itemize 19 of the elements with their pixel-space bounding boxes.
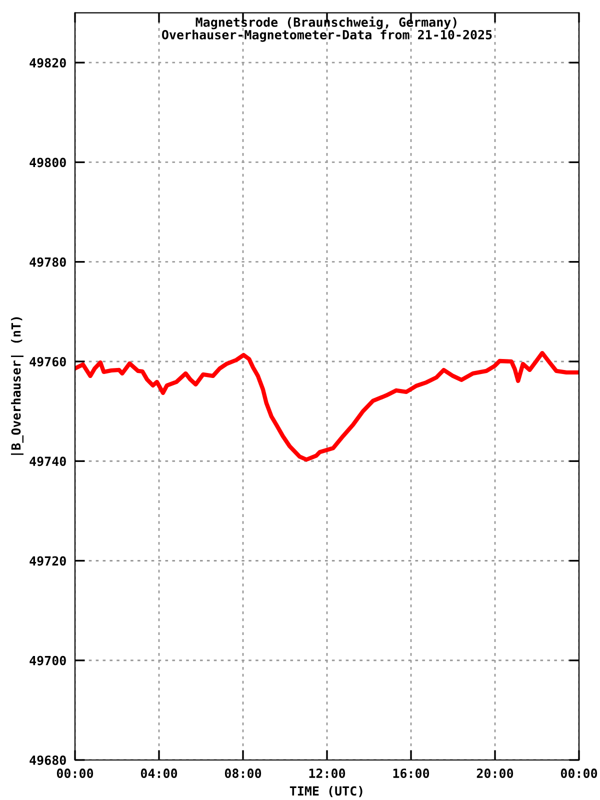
y-tick-label: 49800: [30, 158, 66, 168]
x-tick-label: 12:00: [309, 768, 346, 778]
y-tick-label: 49780: [30, 257, 66, 267]
text: Overhauser-Magnetometer-Data from 21-10-2025: [162, 30, 492, 42]
y-axis-title: |B_Overhauser| (nT): [10, 317, 24, 455]
y-tick-label: 49760: [30, 356, 66, 366]
x-tick-label: 00:00: [560, 768, 598, 778]
y-tick-label: 49820: [30, 58, 66, 68]
x-tick-label: 00:00: [56, 768, 94, 778]
chart-title: Magnetsrode (Braunschweig, Germany): [196, 16, 456, 30]
y-tick-label: 49720: [30, 556, 66, 566]
y-tick-label: 49680: [30, 755, 66, 765]
x-tick-label: 16:00: [393, 768, 430, 778]
x-tick-label: 08:00: [224, 768, 262, 778]
x-axis-title: TIME (UTC): [290, 786, 362, 798]
x-tick-label: 04:00: [140, 768, 178, 778]
y-tick-label: 49700: [30, 656, 66, 666]
y-tick-label: 49740: [30, 456, 66, 466]
x-tick-label: 20:00: [476, 768, 514, 778]
